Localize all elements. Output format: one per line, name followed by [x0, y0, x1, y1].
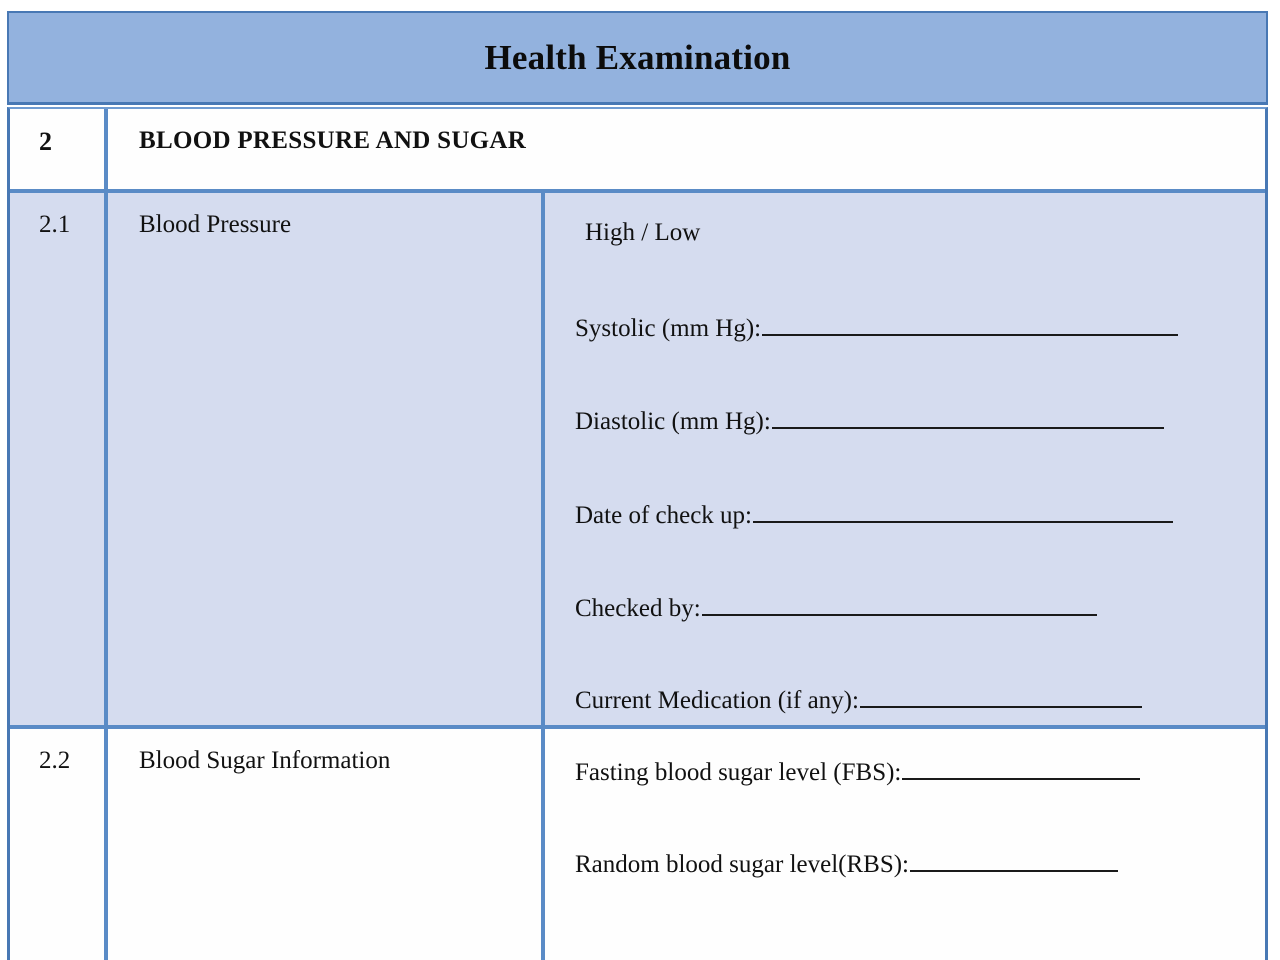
field-systolic-input[interactable]: [762, 311, 1179, 336]
field-fasting-blood-sugar-input[interactable]: [902, 755, 1141, 780]
health-examination-form: Health Examination 2 BLOOD PRESSURE AND …: [7, 11, 1268, 960]
field-diastolic[interactable]: Diastolic (mm Hg):: [575, 404, 1164, 436]
field-date-of-checkup-label: Date of check up:: [575, 502, 753, 529]
table-row-2-2: 2.2 Blood Sugar Information Fasting bloo…: [10, 725, 1265, 960]
field-random-blood-sugar-input[interactable]: [910, 847, 1118, 872]
field-current-medication[interactable]: Current Medication (if any):: [575, 683, 1142, 715]
field-checked-by-label: Checked by:: [575, 595, 701, 622]
table-row-section-2: 2 BLOOD PRESSURE AND SUGAR: [10, 109, 1265, 189]
field-systolic[interactable]: Systolic (mm Hg):: [575, 311, 1179, 343]
row-number-2: 2: [10, 109, 108, 189]
row-fields-2-1: High / Low Systolic (mm Hg): Diastolic (…: [545, 193, 1265, 725]
field-random-blood-sugar[interactable]: Random blood sugar level(RBS):: [575, 847, 1118, 879]
form-table: 2 BLOOD PRESSURE AND SUGAR 2.1 Blood Pre…: [7, 107, 1268, 960]
row-label-section-2: BLOOD PRESSURE AND SUGAR: [139, 127, 527, 154]
page-title: Health Examination: [484, 38, 791, 77]
row-number-2-2: 2.2: [10, 729, 108, 960]
field-date-of-checkup-input[interactable]: [753, 498, 1174, 523]
blood-pressure-high-low-note: High / Low: [585, 219, 701, 246]
field-current-medication-input[interactable]: [859, 683, 1142, 708]
row-label-blood-pressure: Blood Pressure: [108, 193, 545, 725]
field-current-medication-label: Current Medication (if any):: [575, 687, 859, 714]
field-diastolic-input[interactable]: [771, 404, 1164, 429]
row-fields-2-2: Fasting blood sugar level (FBS): Random …: [545, 729, 1265, 960]
field-fasting-blood-sugar-label: Fasting blood sugar level (FBS):: [575, 759, 902, 786]
field-diastolic-label: Diastolic (mm Hg):: [575, 408, 771, 435]
table-row-2-1: 2.1 Blood Pressure High / Low Systolic (…: [10, 189, 1265, 725]
field-random-blood-sugar-label: Random blood sugar level(RBS):: [575, 851, 909, 878]
form-title-banner: Health Examination: [7, 11, 1268, 105]
field-fasting-blood-sugar[interactable]: Fasting blood sugar level (FBS):: [575, 755, 1141, 787]
field-checked-by[interactable]: Checked by:: [575, 591, 1097, 623]
field-checked-by-input[interactable]: [701, 591, 1097, 616]
row-number-2-1: 2.1: [10, 193, 108, 725]
field-date-of-checkup[interactable]: Date of check up:: [575, 498, 1174, 530]
field-systolic-label: Systolic (mm Hg):: [575, 315, 762, 342]
row-label-blood-sugar: Blood Sugar Information: [108, 729, 545, 960]
